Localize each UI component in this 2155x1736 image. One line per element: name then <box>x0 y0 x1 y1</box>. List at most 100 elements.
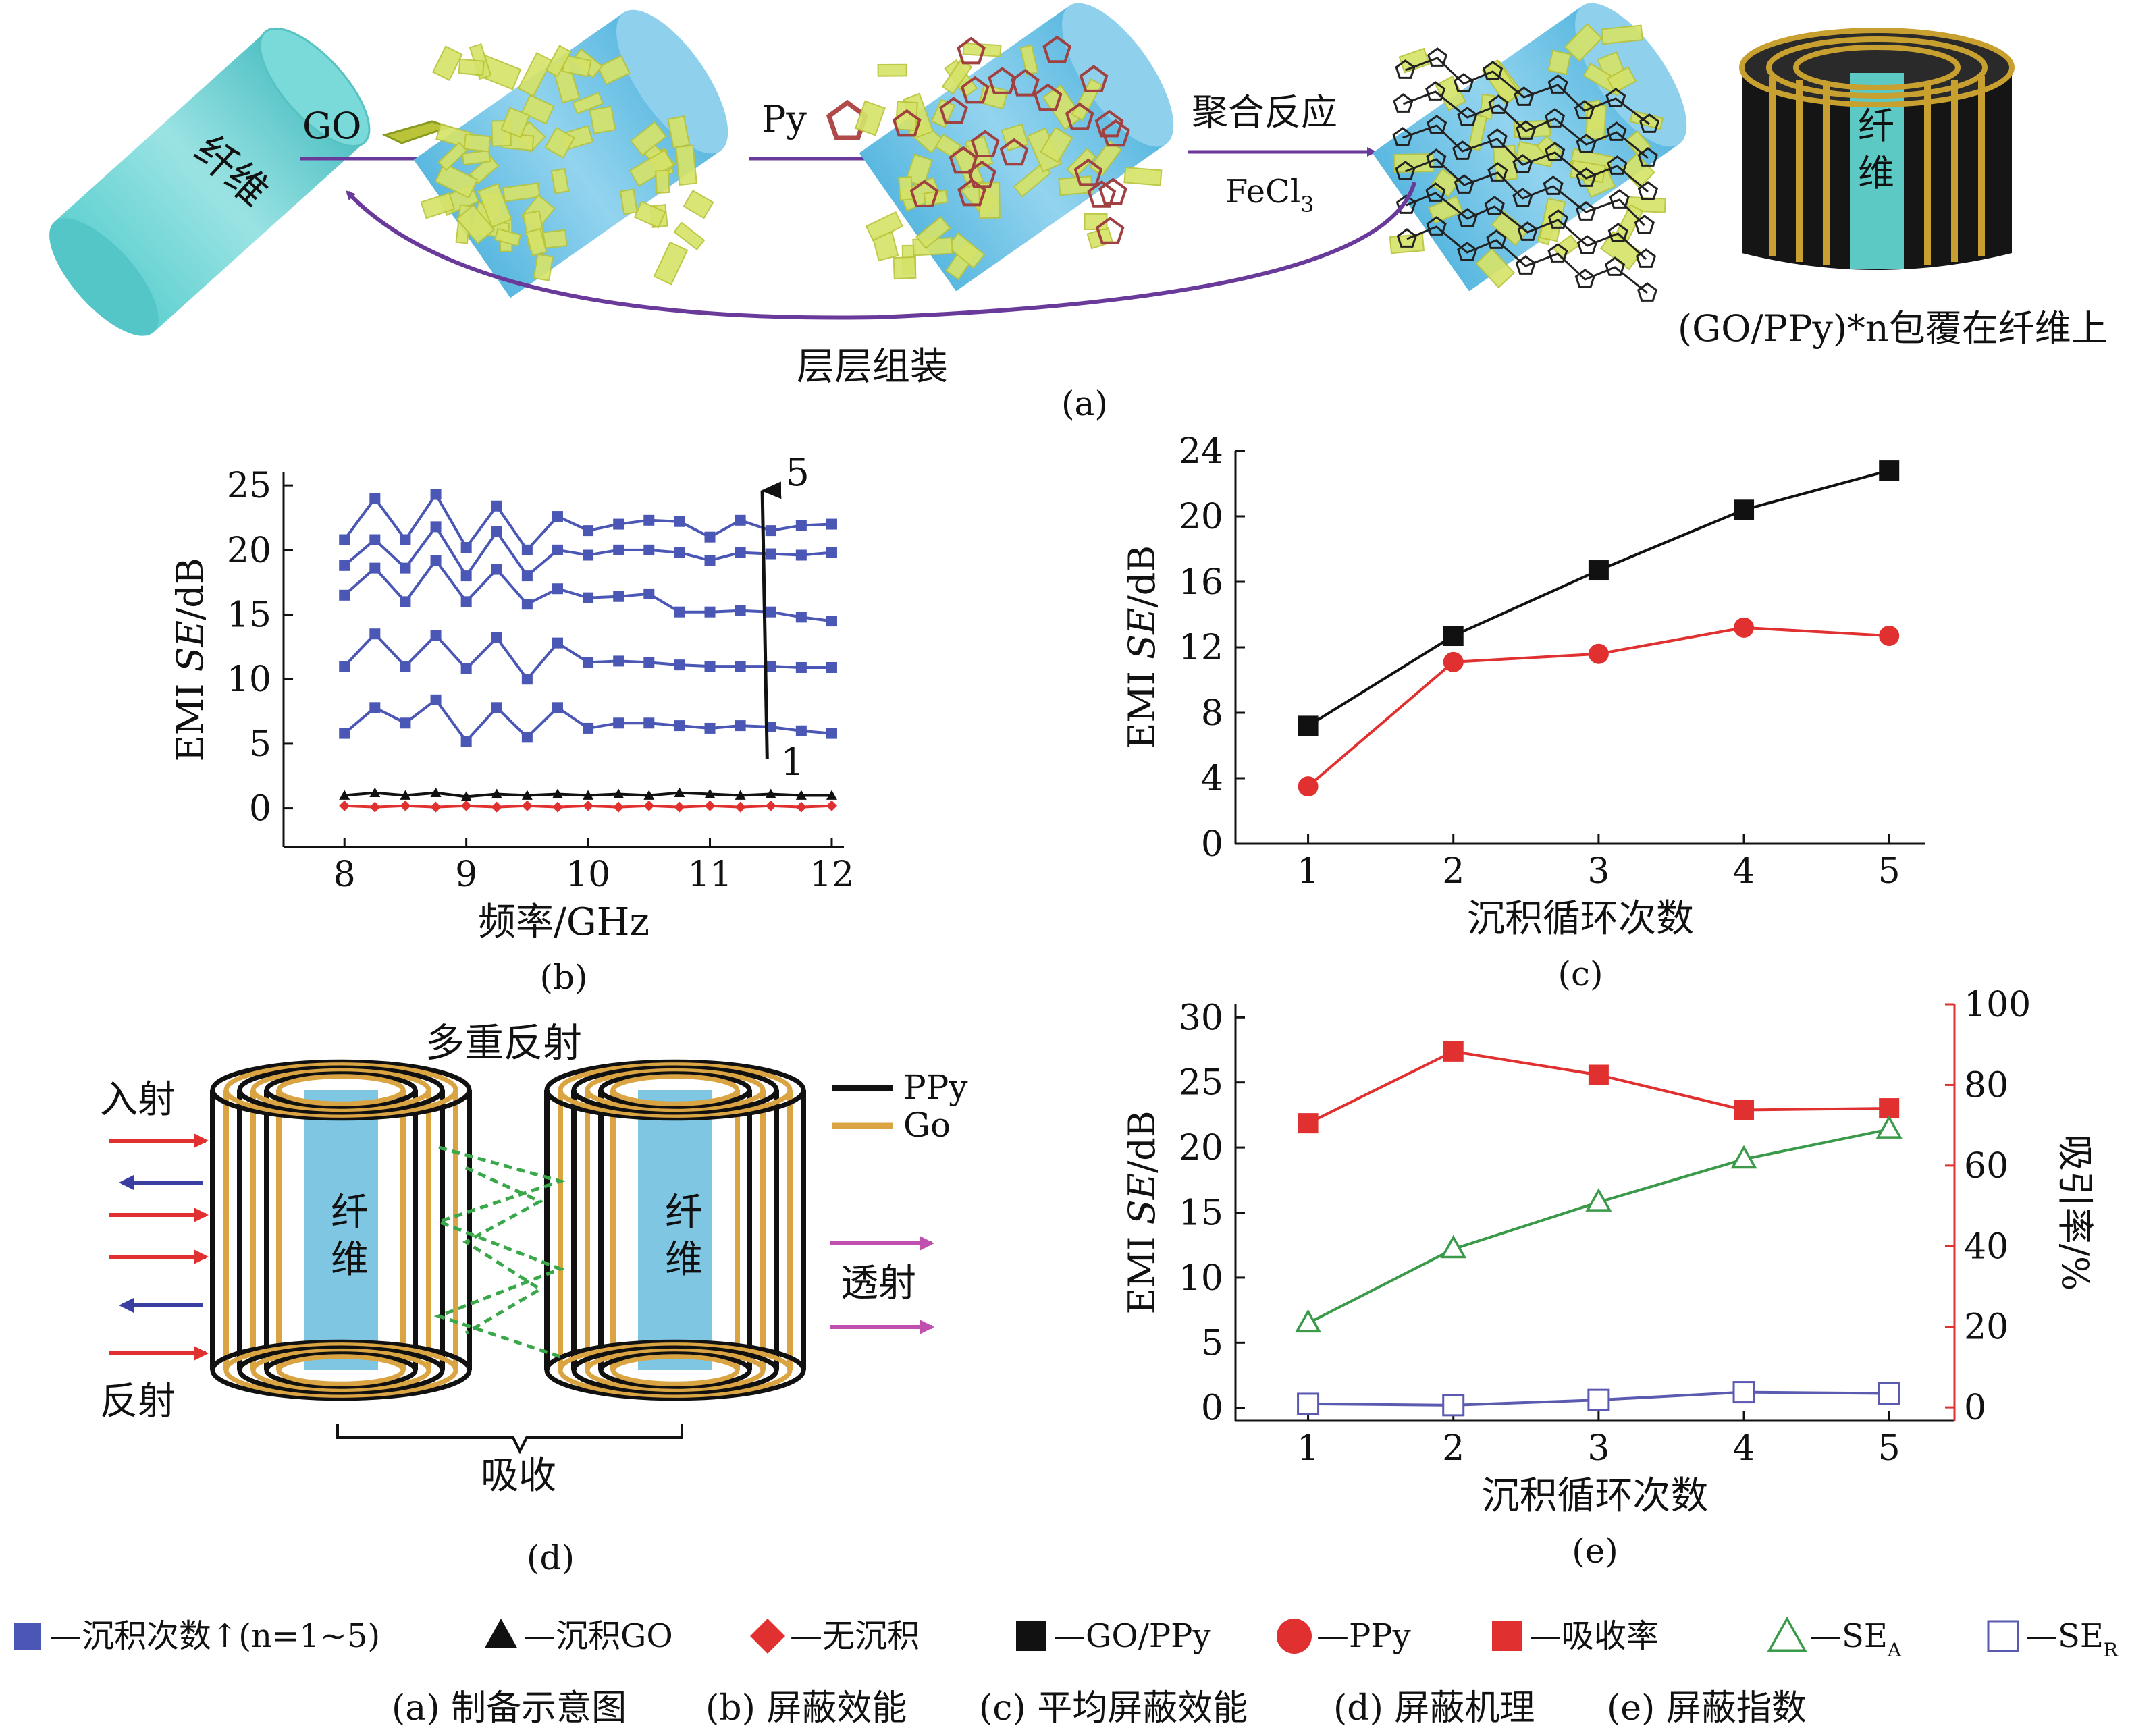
go-flake <box>434 162 479 199</box>
data-point <box>1730 1145 1757 1169</box>
ppy-ring <box>1392 127 1413 146</box>
cylinder-top-ring <box>264 1071 418 1109</box>
cylinder-top-ring <box>237 1065 445 1115</box>
data-point <box>1443 626 1464 647</box>
y-tick-label: 0 <box>1201 824 1223 865</box>
data-point <box>735 801 746 813</box>
legend-ppy-label: PPy <box>903 1068 968 1107</box>
pyrrole-ring <box>1079 65 1109 92</box>
data-point <box>613 788 624 798</box>
ppy-ring <box>1427 115 1447 134</box>
data-point <box>369 534 381 545</box>
data-point <box>1875 1115 1903 1139</box>
ppy-ring <box>1637 181 1659 200</box>
data-point <box>491 788 502 798</box>
pyrrole-ring <box>1033 83 1063 111</box>
ppy-chains <box>1392 47 1660 302</box>
cylinder-top-ring <box>250 1068 431 1112</box>
cylinder-bottom-ring <box>558 1342 793 1398</box>
x-axis-label: 沉积循环次数 <box>1482 1474 1709 1518</box>
ppy-ring <box>1425 81 1446 101</box>
go-flake <box>854 100 886 136</box>
go-flake <box>865 211 904 242</box>
data-point <box>400 790 411 800</box>
chart-b: 8 9 10 11 12 0 5 10 15 20 25 频率/GHz EMI SE/dB (b) 5 1 <box>169 451 854 997</box>
series-line-1 <box>343 491 832 553</box>
panel-caption: (c) 平均屏蔽效能 <box>979 1688 1248 1729</box>
data-point <box>643 588 655 599</box>
data-point <box>583 525 594 537</box>
cross-section-illustration <box>1739 28 2015 270</box>
legend-marker <box>1987 1620 2019 1652</box>
legend-marker <box>1767 1616 1807 1652</box>
cylinder-bottom-ring <box>598 1351 752 1389</box>
data-point <box>1734 617 1755 638</box>
legend-label: —SEA <box>1809 1617 1902 1661</box>
y2-axis-label: 吸引率/% <box>2054 1135 2096 1291</box>
go-flake <box>1475 248 1516 289</box>
pyrrole-ring <box>949 146 978 174</box>
go-flake <box>545 45 572 78</box>
data-point <box>1878 1382 1900 1405</box>
ppy-ring <box>1605 88 1626 107</box>
data-point <box>400 661 411 672</box>
y-tick-label: 24 <box>1179 431 1223 472</box>
caption-row: (a) 制备示意图 (b) 屏蔽效能 (c) 平均屏蔽效能 (d) 屏蔽机理 (e) 屏… <box>392 1688 1807 1729</box>
pyrrole-ring <box>909 180 939 207</box>
ppy-ring <box>1607 223 1628 242</box>
data-point <box>1879 626 1900 647</box>
data-point <box>1587 1388 1610 1411</box>
data-point <box>583 592 594 603</box>
reaction-label: 聚合反应 <box>1192 91 1337 134</box>
pyrrole-ring <box>1011 68 1040 97</box>
ppy-chain <box>1406 225 1648 294</box>
go-flake <box>525 227 548 256</box>
y-tick-label: 16 <box>1179 562 1223 603</box>
data-point <box>826 616 837 627</box>
data-point <box>674 801 685 813</box>
data-point <box>552 583 563 595</box>
legend-label: —沉积GO <box>523 1617 673 1655</box>
ppy-ring <box>1484 196 1505 215</box>
data-point <box>430 521 442 533</box>
ppy-ring <box>1607 155 1628 175</box>
x-tick-label: 1 <box>1297 1428 1319 1469</box>
legend-label: —无沉积 <box>790 1617 920 1655</box>
series-line-2 <box>1307 1128 1890 1325</box>
legend-marker <box>485 1619 517 1648</box>
go-flake <box>1071 78 1102 121</box>
y-tick-label: 10 <box>1179 1258 1223 1299</box>
pyrrole-ring <box>988 67 1017 94</box>
ppy-ring <box>1454 174 1474 194</box>
pyrrole-ring <box>1042 35 1072 63</box>
ppy-ring <box>1488 94 1509 114</box>
y-axis-label: EMI SE/dB <box>1121 545 1163 749</box>
go-flake <box>502 182 541 202</box>
data-point <box>369 702 381 713</box>
data-point <box>826 790 837 800</box>
series-line-1 <box>1307 1050 1890 1124</box>
data-point <box>795 520 807 531</box>
go-flake <box>458 58 485 76</box>
data-point <box>1588 560 1609 581</box>
go-flake <box>653 241 689 286</box>
ppy-ring <box>1547 74 1568 94</box>
go-flakes <box>420 43 714 286</box>
ppy-ring <box>1487 128 1508 148</box>
ppy-ring <box>1606 121 1627 141</box>
data-point <box>795 612 807 623</box>
data-point <box>491 564 502 575</box>
x-tick-label: 3 <box>1587 851 1609 892</box>
y-tick-label: 0 <box>1201 1388 1223 1429</box>
data-point <box>400 717 411 729</box>
cylinder-top-ring <box>544 1059 806 1121</box>
ppy-ring <box>1543 175 1564 195</box>
pyrrole-ring <box>970 130 1000 158</box>
legend-marker <box>1277 1619 1312 1654</box>
cylinder-bottom-ring <box>264 1351 418 1389</box>
go-flake <box>494 227 522 247</box>
data-point <box>1879 1098 1900 1119</box>
data-point <box>491 702 502 713</box>
ppy-ring <box>1515 255 1536 275</box>
arrow-top-label: 5 <box>785 451 809 495</box>
